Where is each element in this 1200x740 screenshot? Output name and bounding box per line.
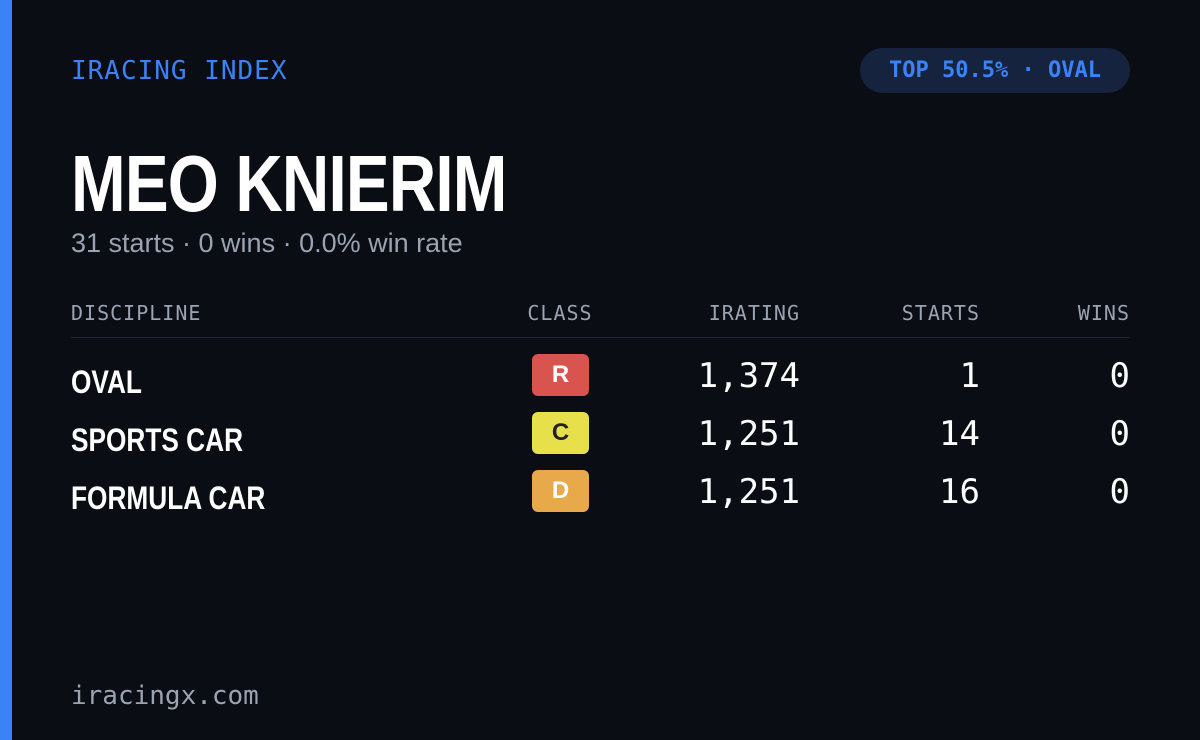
brand: IRACING INDEX — [71, 56, 288, 86]
discipline: OVAL — [71, 364, 142, 400]
discipline: SPORTS CAR — [71, 422, 244, 458]
class-badge: R — [532, 354, 589, 396]
wins: 0 — [1109, 356, 1130, 396]
wins: 0 — [1109, 414, 1130, 454]
starts: 14 — [939, 414, 980, 454]
starts: 1 — [959, 356, 980, 396]
summary: 31 starts · 0 wins · 0.0% win rate — [71, 228, 463, 258]
column-header: IRATING — [708, 301, 800, 325]
rank-badge: TOP 50.5% · OVAL — [860, 48, 1130, 93]
irating: 1,374 — [697, 356, 800, 396]
discipline: FORMULA CAR — [71, 480, 266, 516]
column-header: CLASS — [527, 301, 593, 325]
class-badge: D — [532, 470, 589, 512]
column-header: WINS — [1077, 301, 1130, 325]
irating: 1,251 — [697, 472, 800, 512]
irating: 1,251 — [697, 414, 800, 454]
column-header: DISCIPLINE — [71, 301, 202, 325]
driver-name: MEO KNIERIM — [71, 139, 507, 228]
class-badge: C — [532, 412, 589, 454]
divider — [71, 337, 1130, 338]
wins: 0 — [1109, 472, 1130, 512]
starts: 16 — [939, 472, 980, 512]
accent-bar — [0, 0, 12, 740]
column-header: STARTS — [901, 301, 980, 325]
footer-site: iracingx.com — [71, 681, 259, 711]
